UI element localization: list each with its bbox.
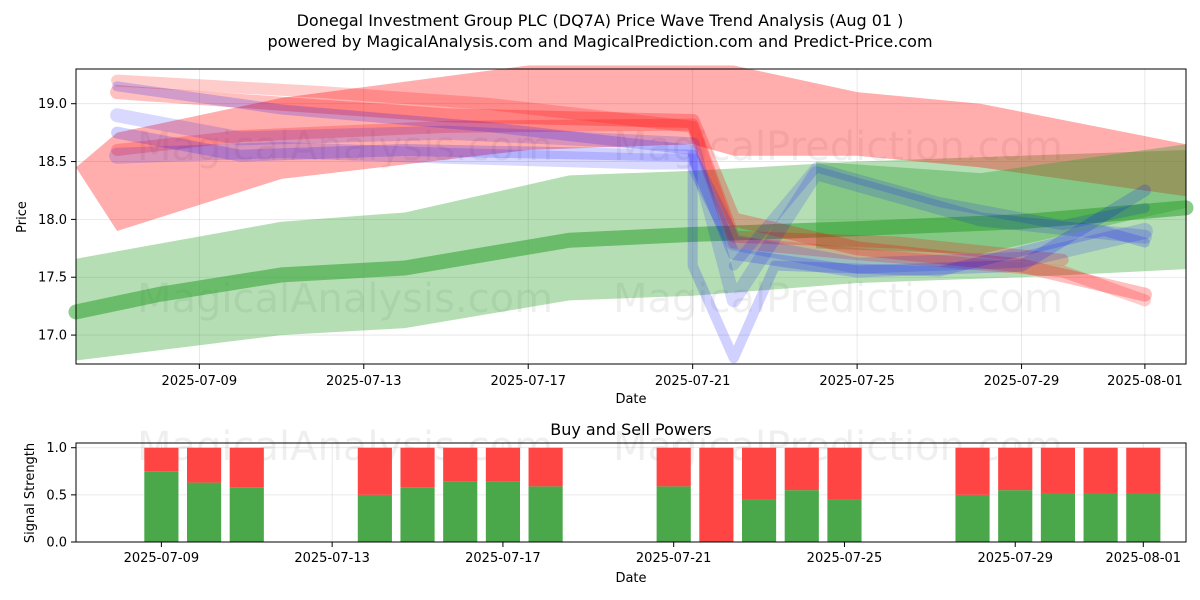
price-y-tick-label: 17.0 (38, 329, 67, 344)
signal-plot-frame (75, 442, 1187, 543)
watermark-prediction: MagicalPrediction.com (613, 124, 1063, 170)
signal-y-tick-label: 1.0 (46, 441, 67, 456)
price-x-tick-label: 2025-07-13 (326, 374, 402, 389)
buy-power-bar (1126, 492, 1161, 542)
price-y-tick-label: 17.5 (38, 271, 67, 286)
buy-power-bar (443, 481, 478, 542)
watermark-prediction: MagicalPrediction.com (613, 276, 1063, 322)
buy-power-bar (187, 482, 222, 542)
signal-y-tick-label: 0.0 (46, 536, 67, 551)
sell-power-bar (528, 447, 563, 487)
sell-power-bar (699, 447, 734, 542)
signal-y-tick-label: 0.5 (46, 488, 67, 503)
signal-x-tick-label: 2025-07-29 (977, 551, 1053, 566)
buy-power-bar (656, 486, 691, 542)
signal-x-tick-label: 2025-07-17 (465, 551, 541, 566)
price-y-tick-label: 18.0 (38, 213, 67, 228)
signal-x-tick-label: 2025-07-13 (294, 551, 370, 566)
watermark-analysis: MagicalAnalysis.com (137, 124, 553, 170)
sell-power-bar (742, 447, 777, 500)
signal-y-axis-label: Signal Strength (23, 443, 38, 543)
signal-x-tick-label: 2025-07-25 (807, 551, 883, 566)
price-x-tick-label: 2025-07-17 (490, 374, 566, 389)
signal-x-tick-label: 2025-07-09 (124, 551, 200, 566)
wave-line-red (111, 118, 1069, 266)
chart-title-line1: Donegal Investment Group PLC (DQ7A) Pric… (297, 11, 904, 30)
wave-line-blue (111, 126, 1151, 278)
buy-power-bar (485, 481, 520, 542)
buy-power-bar (1040, 492, 1075, 542)
wave-line-blue (728, 162, 1150, 271)
sell-power-bar (187, 447, 222, 483)
buy-power-bar (229, 487, 264, 542)
price-x-tick-label: 2025-08-01 (1107, 374, 1183, 389)
price-y-axis-label: Price (15, 201, 30, 233)
sell-power-bar (656, 447, 691, 487)
buy-power-bar (955, 494, 990, 542)
sell-power-bar (1083, 447, 1118, 493)
price-x-axis-label: Date (615, 392, 646, 407)
signal-x-tick-label: 2025-07-21 (636, 551, 712, 566)
buy-power-bar (144, 471, 179, 542)
price-panel: MagicalAnalysis.com MagicalPrediction.co… (15, 65, 1194, 407)
wave-line-blue (110, 108, 1152, 308)
wave-line-red (111, 74, 1151, 307)
price-x-tick-label: 2025-07-09 (162, 374, 238, 389)
wave-band-red (76, 65, 1186, 231)
wave-line-blue (112, 81, 1150, 364)
sell-power-bar (1040, 447, 1075, 493)
sell-power-bar (955, 447, 990, 495)
sell-power-bar (998, 447, 1033, 491)
wave-line-green (68, 200, 1194, 320)
buy-power-bar (742, 499, 777, 542)
wave-band-green (76, 149, 1186, 361)
buy-power-bar (357, 494, 392, 542)
buy-power-bar (827, 499, 862, 542)
sell-power-bar (357, 447, 392, 495)
sell-power-bar (1126, 447, 1161, 493)
signal-chart-title: Buy and Sell Powers (550, 420, 712, 439)
price-x-tick-label: 2025-07-21 (655, 374, 731, 389)
buy-power-bar (528, 486, 563, 542)
price-y-tick-label: 19.0 (38, 97, 67, 112)
price-y-tick-label: 18.5 (38, 155, 67, 170)
price-plot-frame (75, 68, 1187, 365)
wave-line-red (110, 85, 1152, 302)
price-x-tick-label: 2025-07-25 (819, 374, 895, 389)
sell-power-bar (784, 447, 819, 491)
buy-power-bar (400, 487, 435, 542)
buy-power-bar (998, 490, 1033, 542)
signal-panel: Buy and Sell Powers MagicalAnalysis.com … (23, 420, 1187, 586)
signal-x-tick-label: 2025-08-01 (1106, 551, 1182, 566)
signal-x-axis-label: Date (615, 571, 646, 586)
sell-power-bar (485, 447, 520, 482)
price-x-tick-label: 2025-07-29 (984, 374, 1060, 389)
wave-line-blue (109, 141, 1153, 274)
sell-power-bar (443, 447, 478, 482)
buy-power-bar (784, 490, 819, 542)
sell-power-bar (827, 447, 862, 500)
sell-power-bar (144, 447, 179, 472)
buy-power-bar (1083, 492, 1118, 542)
chart-title-line2: powered by MagicalAnalysis.com and Magic… (267, 32, 932, 51)
sell-power-bar (229, 447, 264, 488)
sell-power-bar (400, 447, 435, 488)
